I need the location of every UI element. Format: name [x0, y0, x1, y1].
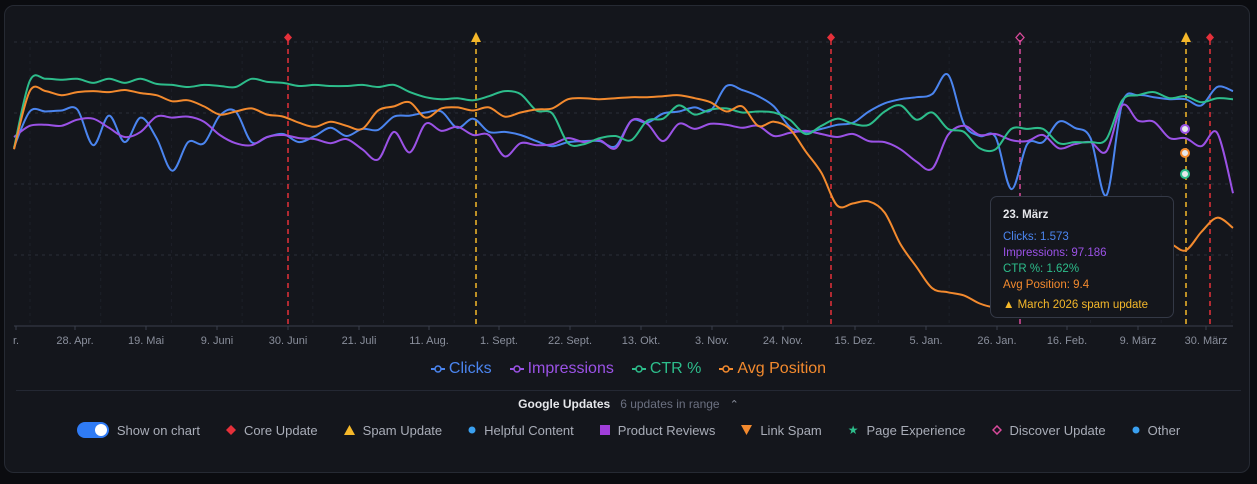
x-tick-label: 21. Juli	[342, 335, 377, 347]
dot-icon	[468, 426, 476, 434]
update-type-other[interactable]: Other	[1132, 422, 1181, 438]
x-tick-label: 30. März	[1185, 335, 1228, 347]
updates-count: 6 updates in range	[620, 397, 720, 411]
x-tick-label: 16. Feb.	[1047, 335, 1087, 347]
x-tick-label: 26. Jan.	[977, 335, 1016, 347]
update-type-label: Helpful Content	[484, 422, 574, 438]
update-type-core-update[interactable]: Core Update	[225, 422, 318, 438]
update-marker-icon	[1181, 32, 1191, 42]
x-tick-label: 9. März	[1120, 335, 1157, 347]
update-type-page-experience[interactable]: ★ Page Experience	[848, 423, 966, 438]
line-dot-icon	[430, 365, 445, 373]
show-on-chart-toggle[interactable]: Show on chart	[76, 422, 200, 438]
divider	[16, 390, 1241, 391]
tooltip-event-label: March 2026 spam update	[1017, 299, 1149, 311]
toggle-switch[interactable]	[76, 422, 109, 438]
update-marker-icon	[471, 32, 481, 42]
update-type-discover-update[interactable]: Discover Update	[991, 422, 1106, 438]
update-marker-icon	[1015, 32, 1025, 43]
legend-item-avg-position[interactable]: Avg Position	[719, 360, 826, 378]
legend-item-ctr[interactable]: CTR %	[631, 360, 702, 378]
tooltip-ctr: CTR %: 1.62%	[1003, 263, 1080, 275]
x-tick-label: r.	[13, 335, 19, 347]
square-icon	[599, 425, 610, 435]
update-type-label: Page Experience	[866, 422, 966, 438]
update-type-product-reviews[interactable]: Product Reviews	[599, 422, 716, 438]
update-type-label: Product Reviews	[617, 422, 716, 438]
updates-title: Google Updates	[518, 397, 611, 411]
legend-label: Clicks	[448, 360, 492, 377]
update-type-label: Discover Update	[1009, 422, 1106, 438]
hover-point	[1180, 169, 1190, 179]
legend-item-impressions[interactable]: Impressions	[509, 360, 614, 378]
update-marker-icon	[1206, 33, 1214, 42]
tooltip-date: 23. März	[1003, 209, 1049, 221]
triangle-up-icon: ▲	[1003, 299, 1015, 311]
update-type-label: Other	[1147, 422, 1181, 438]
legend-item-clicks[interactable]: Clicks	[430, 360, 492, 378]
x-tick-label: 22. Sept.	[548, 335, 592, 347]
line-chart: r. 28. Apr. 19. Mai 9. Juni 30. Juni 21. Juli…	[13, 32, 1234, 347]
update-type-helpful-content[interactable]: Helpful Content	[468, 423, 574, 438]
updates-header: Google Updates 6 updates in range ⌃	[0, 397, 1257, 411]
update-type-link-spam[interactable]: Link Spam	[741, 422, 822, 438]
diamond-outline-icon	[991, 425, 1002, 435]
tooltip-avg-position: Avg Position: 9.4	[1003, 279, 1090, 291]
x-tick-label: 24. Nov.	[763, 335, 803, 347]
x-tick-label: 15. Dez.	[835, 335, 876, 347]
legend-label: Avg Position	[737, 360, 827, 377]
hover-point	[1180, 124, 1190, 134]
show-on-chart-label: Show on chart	[116, 422, 200, 438]
tooltip-event: ▲ March 2026 spam update	[1003, 297, 1161, 313]
update-marker-icon	[827, 33, 835, 42]
tooltip-clicks: Clicks: 1.573	[1003, 231, 1069, 243]
x-tick-label: 28. Apr.	[56, 335, 93, 347]
update-marker-icon	[284, 33, 292, 42]
legend-label: Impressions	[527, 360, 614, 377]
diamond-icon	[225, 425, 236, 435]
x-tick-label: 11. Aug.	[409, 335, 449, 347]
x-tick-label: 5. Jan.	[909, 335, 942, 347]
triangle-down-icon	[741, 425, 753, 435]
series-line-ctr	[13, 74, 1234, 153]
chevron-up-icon[interactable]: ⌃	[729, 398, 739, 411]
update-type-label: Spam Update	[362, 422, 443, 438]
update-type-spam-update[interactable]: Spam Update	[343, 422, 443, 438]
hover-point	[1180, 148, 1190, 158]
x-tick-label: 13. Okt.	[622, 335, 661, 347]
x-tick-label: 30. Juni	[269, 335, 308, 347]
x-tick-label: 3. Nov.	[695, 335, 729, 347]
update-type-label: Link Spam	[760, 422, 822, 438]
x-tick-label: 19. Mai	[128, 335, 164, 347]
chart-tooltip: 23. März Clicks: 1.573 Impressions: 97.1…	[990, 196, 1174, 318]
star-icon: ★	[847, 423, 859, 437]
dot-icon	[1132, 426, 1140, 434]
triangle-up-icon	[343, 425, 355, 435]
update-types-row: Show on chart Core Update Spam Update He…	[0, 422, 1257, 438]
line-dot-icon	[631, 365, 646, 373]
x-tick-label: 9. Juni	[201, 335, 233, 347]
x-tick-label: 1. Sept.	[480, 335, 518, 347]
tooltip-impressions: Impressions: 97.186	[1003, 247, 1107, 259]
line-dot-icon	[509, 365, 524, 373]
legend-label: CTR %	[649, 360, 702, 377]
series-line-impressions	[13, 103, 1234, 194]
line-dot-icon	[719, 365, 734, 373]
update-type-label: Core Update	[243, 422, 318, 438]
chart-legend: Clicks Impressions CTR % Avg Position	[0, 360, 1257, 378]
